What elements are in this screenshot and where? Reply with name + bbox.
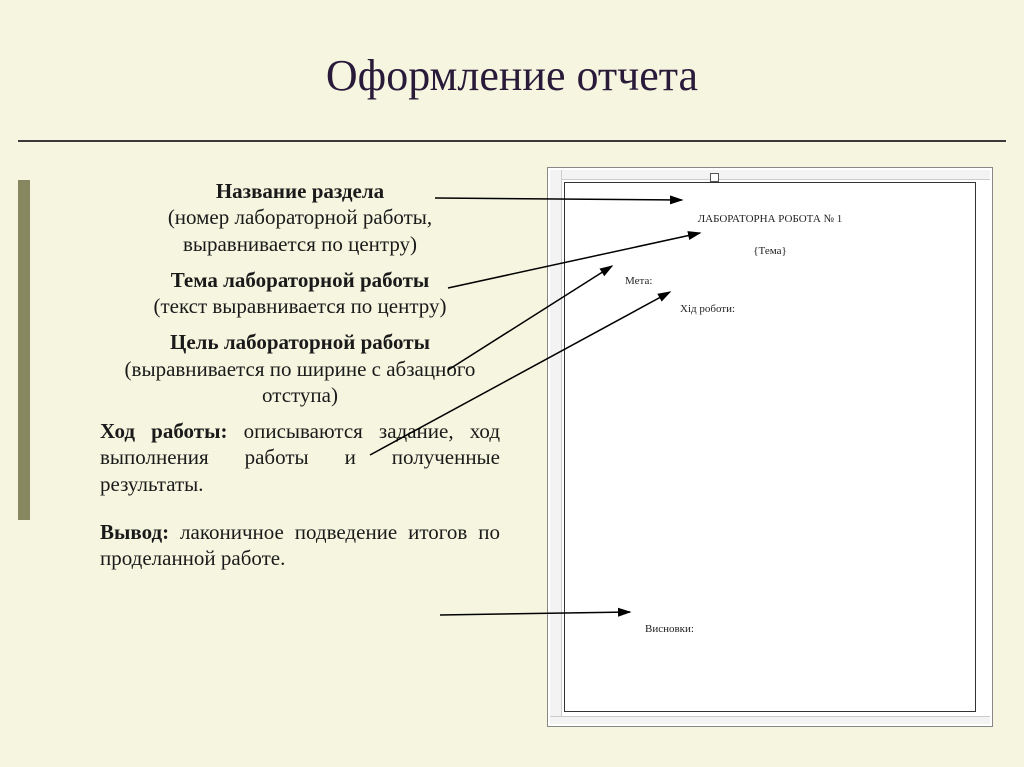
- ruler-bottom: [550, 716, 990, 724]
- description-column: Название раздела (номер лабораторной раб…: [100, 178, 500, 581]
- conclusion-title: Вывод:: [100, 520, 169, 544]
- doc-lab-title: ЛАБОРАТОРНА РОБОТА № 1: [565, 213, 975, 225]
- progress-title: Ход работы:: [100, 419, 228, 443]
- doc-meta: Мета:: [625, 275, 652, 287]
- ruler-top: [550, 170, 990, 180]
- section-note: (текст выравнивается по центру): [100, 293, 500, 319]
- section-block: Тема лабораторной работы (текст выравнив…: [100, 267, 500, 320]
- accent-bar: [18, 180, 30, 520]
- section-note: (выравнивается по ширине с абзацного отс…: [100, 356, 500, 409]
- progress-block: Ход работы: описываются задание, ход вып…: [100, 418, 500, 497]
- doc-hod: Хід роботи:: [680, 303, 735, 315]
- section-note: (номер лабораторной работы, выравниваетс…: [100, 204, 500, 257]
- slide-title: Оформление отчета: [0, 0, 1024, 101]
- section-block: Название раздела (номер лабораторной раб…: [100, 178, 500, 257]
- document-page: ЛАБОРАТОРНА РОБОТА № 1 {Тема} Мета: Хід …: [564, 182, 976, 712]
- conclusion-block: Вывод: лаконичное подведение итогов по п…: [100, 519, 500, 572]
- section-block: Цель лабораторной работы (выравнивается …: [100, 329, 500, 408]
- tab-marker-icon: [710, 173, 719, 182]
- section-title: Название раздела: [100, 178, 500, 204]
- ruler-left: [550, 170, 562, 724]
- document-preview: ЛАБОРАТОРНА РОБОТА № 1 {Тема} Мета: Хід …: [548, 168, 992, 726]
- doc-visnovki: Висновки:: [645, 623, 694, 635]
- horizontal-rule: [18, 140, 1006, 142]
- doc-theme: {Тема}: [565, 245, 975, 257]
- section-title: Тема лабораторной работы: [100, 267, 500, 293]
- section-title: Цель лабораторной работы: [100, 329, 500, 355]
